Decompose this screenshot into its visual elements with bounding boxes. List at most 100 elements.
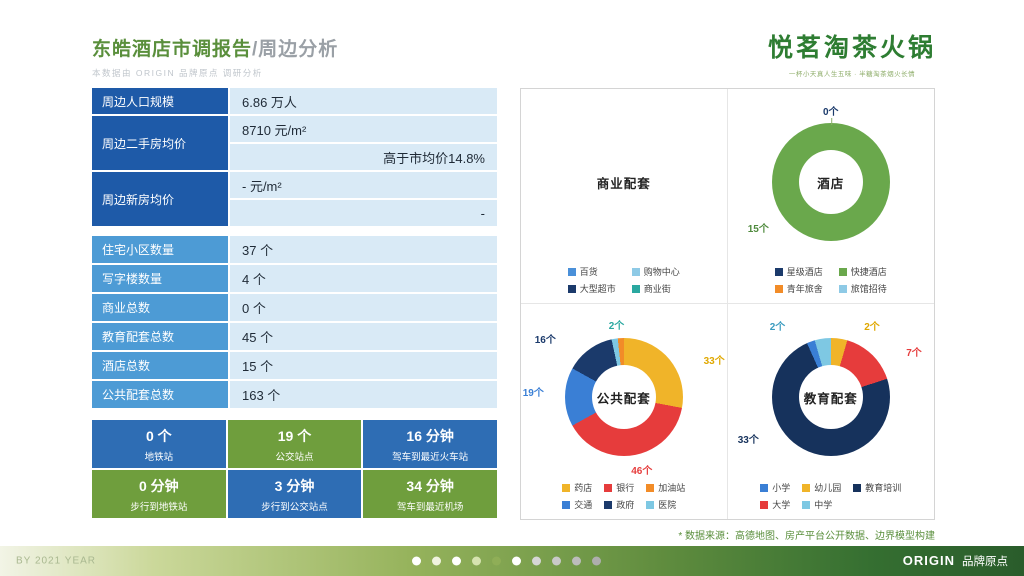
legend-label: 大学 xyxy=(772,500,791,510)
legend-swatch-icon xyxy=(838,284,847,293)
stat-label: 周边二手房均价 xyxy=(92,116,228,170)
metric-label: 步行到公交站点 xyxy=(261,501,328,513)
legend-item: 百货 xyxy=(567,265,616,278)
donut-ring xyxy=(771,123,890,241)
legend-swatch-icon xyxy=(567,284,576,293)
donut-chart: 酒店 0个 15个 xyxy=(748,107,906,257)
legend-item: 青年旅舍 xyxy=(774,282,823,295)
legend-swatch-icon xyxy=(604,500,613,509)
page-title-sub: /周边分析 xyxy=(252,39,339,60)
stat-value: 4 个 xyxy=(230,265,497,292)
stat-value: 8710 元/m² xyxy=(230,116,497,142)
stat-value: - 元/m² xyxy=(230,172,497,198)
brand-tagline: 一杯小天真人生五味 · 半糖淘茶烟火长情 xyxy=(788,71,916,78)
metric-label: 驾车到最近火车站 xyxy=(392,451,469,463)
metric-value: 3 分钟 xyxy=(274,477,315,494)
stat-label: 周边人口规模 xyxy=(92,88,228,114)
legend-swatch-icon xyxy=(760,483,769,492)
stat-value-stack: - 元/m² - xyxy=(230,172,497,226)
footer-year-label: BY 2021 YEAR xyxy=(16,555,97,567)
metric-value: 0 分钟 xyxy=(138,477,179,494)
legend-swatch-icon xyxy=(838,267,847,276)
footer-dot xyxy=(532,556,541,566)
page-title-block: 东皓酒店市调报告/周边分析 本数据由 ORIGIN 品牌原点 调研分析 xyxy=(92,34,338,79)
stat-note: - xyxy=(230,200,497,226)
stat-row-public: 公共配套总数 163 个 xyxy=(92,381,497,408)
footer-bar: BY 2021 YEAR ORIGIN 品牌原点 xyxy=(0,546,1024,576)
legend-item: 快捷酒店 xyxy=(838,265,887,278)
legend-label: 青年旅舍 xyxy=(786,284,823,294)
chart-annotation: 2个 xyxy=(864,322,880,333)
legend-label: 中学 xyxy=(814,500,833,510)
legend-label: 旅馆招待 xyxy=(850,284,887,294)
chart-business-facilities: 商业配套 百货 购物中心 大型超市 商业街 xyxy=(521,89,728,304)
metric-value: 19 个 xyxy=(277,427,312,444)
page-title: 东皓酒店市调报告/周边分析 xyxy=(92,34,338,61)
stats-table: 周边人口规模 6.86 万人 周边二手房均价 8710 元/m² 高于市均价14… xyxy=(92,88,497,410)
legend-item: 交通 xyxy=(562,498,592,511)
chart-title: 酒店 xyxy=(817,176,845,191)
metric-train-drive: 16 分钟 驾车到最近火车站 xyxy=(363,420,497,468)
stat-label: 教育配套总数 xyxy=(92,323,228,350)
table-gap xyxy=(92,228,497,236)
footer-dots xyxy=(412,556,601,566)
footer-dot xyxy=(452,556,461,566)
chart-hotels: 酒店 0个 15个 星级酒店 快捷酒店青年旅舍 旅馆招待 xyxy=(727,89,934,304)
charts-panel: 商业配套 百货 购物中心 大型超市 商业街 酒店 0个 15个 星级酒店 快捷酒店 青年旅… xyxy=(520,88,935,520)
donut-chart: 商业配套 xyxy=(549,107,699,257)
stat-row-population: 周边人口规模 6.86 万人 xyxy=(92,88,497,114)
metric-bus-walk: 3 分钟 步行到公交站点 xyxy=(227,470,362,518)
metric-subway-count: 0 个 地铁站 xyxy=(92,420,226,468)
stat-value-stack: 8710 元/m² 高于市均价14.8% xyxy=(230,116,497,170)
chart-annotation: 0个 xyxy=(823,103,839,125)
stat-row-new-price: 周边新房均价 - 元/m² - xyxy=(92,172,497,226)
chart-annotation: 16个 xyxy=(534,335,556,346)
stat-label: 酒店总数 xyxy=(92,352,228,379)
legend-swatch-icon xyxy=(646,500,655,509)
legend-swatch-icon xyxy=(562,500,571,509)
legend-swatch-icon xyxy=(631,284,640,293)
metric-value: 0 个 xyxy=(145,427,172,444)
legend-item: 购物中心 xyxy=(631,265,680,278)
stat-label: 写字楼数量 xyxy=(92,265,228,292)
stat-value: 45 个 xyxy=(230,323,497,350)
legend-label: 医院 xyxy=(658,500,677,510)
stat-label: 住宅小区数量 xyxy=(92,236,228,263)
legend-item: 教育培训 xyxy=(853,481,901,494)
stat-row-resale-price: 周边二手房均价 8710 元/m² 高于市均价14.8% xyxy=(92,116,497,170)
footer-brand-cn: 品牌原点 xyxy=(962,556,1008,568)
legend-item: 大学 xyxy=(760,498,790,511)
footer-brand: ORIGIN 品牌原点 xyxy=(903,553,1008,569)
stat-label: 公共配套总数 xyxy=(92,381,228,408)
legend-label: 药店 xyxy=(574,483,593,493)
chart-legend: 百货 购物中心 大型超市 商业街 xyxy=(529,265,719,295)
brand-logo: 悦茗淘茶火锅 xyxy=(767,35,936,62)
legend-swatch-icon xyxy=(774,284,783,293)
footer-dot xyxy=(552,556,561,566)
metric-value: 34 分钟 xyxy=(406,477,454,494)
chart-annotation: 33个 xyxy=(703,356,725,367)
footer-dot xyxy=(512,556,521,566)
metric-label: 步行到地铁站 xyxy=(130,501,188,513)
brand-logo-block: 悦茗淘茶火锅 一杯小天真人生五味 · 半糖淘茶烟火长情 xyxy=(768,28,936,78)
legend-swatch-icon xyxy=(562,483,571,492)
chart-annotation: 2个 xyxy=(769,322,786,333)
legend-swatch-icon xyxy=(604,483,613,492)
legend-label: 星级酒店 xyxy=(786,267,823,277)
chart-annotation: 7个 xyxy=(906,348,922,359)
legend-item: 药店 xyxy=(562,481,592,494)
transport-metrics: 0 个 地铁站 19 个 公交站点 16 分钟 驾车到最近火车站 0 分钟 步行… xyxy=(92,420,497,518)
metric-label: 公交站点 xyxy=(275,451,314,463)
stat-value: 6.86 万人 xyxy=(230,88,497,114)
legend-swatch-icon xyxy=(646,483,655,492)
stat-label: 商业总数 xyxy=(92,294,228,321)
legend-item: 小学 xyxy=(760,481,790,494)
footer-brand-en: ORIGIN xyxy=(902,553,955,568)
stat-value: 163 个 xyxy=(230,381,497,408)
legend-item: 银行 xyxy=(604,481,634,494)
donut-chart: 公共配套 2个 16个 19个 33个 46个 xyxy=(523,321,725,477)
stat-row-office: 写字楼数量 4 个 xyxy=(92,265,497,292)
legend-label: 交通 xyxy=(574,500,593,510)
legend-label: 教育培训 xyxy=(865,483,902,493)
